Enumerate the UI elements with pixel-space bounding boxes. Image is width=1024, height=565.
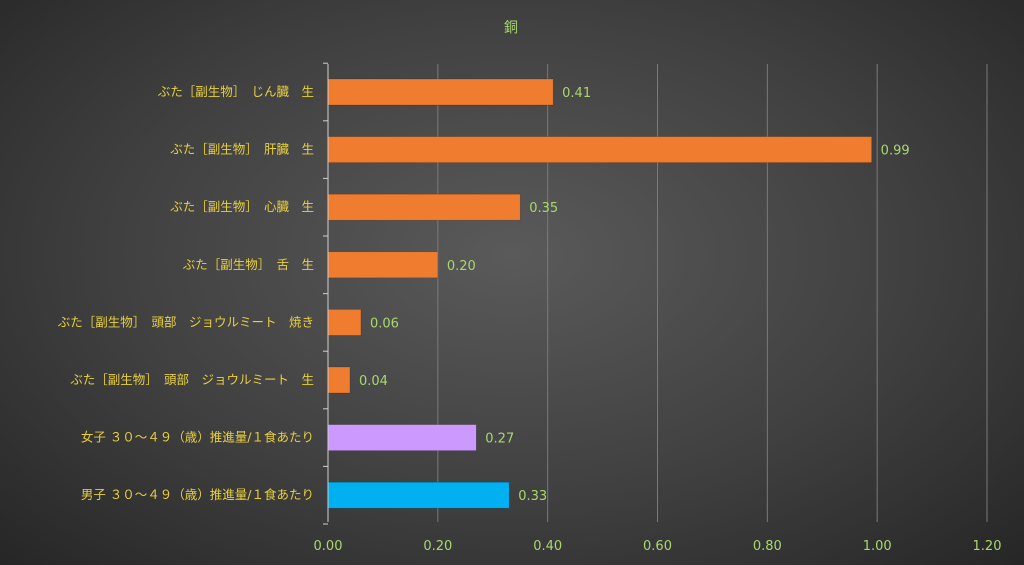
x-tick-label: 0.40 bbox=[533, 539, 562, 554]
category-label: ぶた［副生物］ 舌 生 bbox=[183, 257, 314, 272]
bar bbox=[327, 251, 439, 279]
value-label: 0.04 bbox=[359, 374, 388, 389]
value-label: 0.20 bbox=[447, 259, 476, 274]
bar bbox=[327, 78, 554, 106]
x-tick-label: 0.80 bbox=[753, 539, 782, 554]
bar bbox=[327, 424, 477, 451]
bar bbox=[327, 366, 351, 394]
bar bbox=[327, 481, 510, 509]
category-label: 女子 ３０～４９（歳）推進量/１食あたり bbox=[81, 430, 314, 445]
value-label: 0.41 bbox=[562, 86, 591, 101]
chart-title: 銅 bbox=[504, 20, 518, 36]
value-label: 0.35 bbox=[529, 201, 558, 216]
value-label: 0.33 bbox=[518, 489, 547, 504]
category-label: ぶた［副生物］ 心臓 生 bbox=[170, 199, 314, 214]
category-label: ぶた［副生物］ 頭部 ジョウルミート 焼き bbox=[58, 314, 314, 329]
value-label: 0.99 bbox=[881, 144, 910, 159]
x-tick-label: 0.60 bbox=[643, 539, 672, 554]
x-tick-label: 0.00 bbox=[314, 539, 343, 554]
x-tick-label: 0.20 bbox=[423, 539, 452, 554]
category-label: 男子 ３０～４９（歳）推進量/１食あたり bbox=[81, 487, 314, 502]
x-tick-label: 1.20 bbox=[973, 539, 1002, 554]
bar bbox=[327, 193, 521, 221]
value-label: 0.06 bbox=[370, 316, 399, 331]
category-axis bbox=[323, 62, 329, 525]
x-tick-labels: 0.00 0.20 0.40 0.60 0.80 1.00 1.20 bbox=[314, 539, 1002, 554]
category-label: ぶた［副生物］ 肝臓 生 bbox=[170, 142, 314, 157]
category-label: ぶた［副生物］ じん臓 生 bbox=[158, 84, 314, 99]
bars bbox=[327, 78, 872, 509]
category-label: ぶた［副生物］ 頭部 ジョウルミート 生 bbox=[70, 372, 314, 387]
value-labels: 0.41 0.99 0.35 0.20 0.06 0.04 0.27 0.33 bbox=[359, 86, 910, 504]
bar bbox=[327, 136, 872, 163]
value-label: 0.27 bbox=[485, 432, 514, 447]
category-labels: ぶた［副生物］ じん臓 生ぶた［副生物］ 肝臓 生ぶた［副生物］ 心臓 生ぶた［… bbox=[58, 84, 314, 502]
bar bbox=[327, 309, 362, 336]
x-tick-label: 1.00 bbox=[863, 539, 892, 554]
gridlines bbox=[437, 64, 988, 522]
